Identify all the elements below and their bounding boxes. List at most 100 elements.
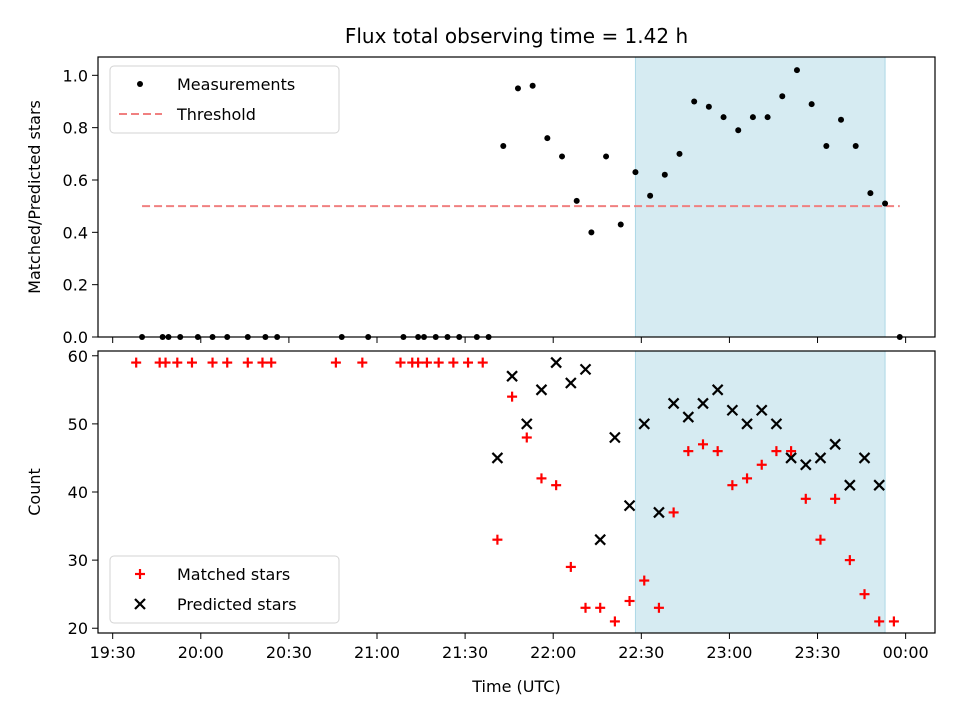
matched-star-marker [477, 357, 488, 368]
measurement-point [544, 135, 551, 142]
matched-star-marker [433, 357, 444, 368]
predicted-star-stroke [653, 506, 665, 519]
y-tick-label: 1.0 [63, 66, 88, 85]
predicted-star-stroke [814, 452, 827, 464]
predicted-star-marker [550, 356, 562, 369]
measurement-point [764, 114, 771, 121]
predicted-star-stroke [491, 452, 504, 464]
matched-star-marker [830, 493, 841, 504]
measurement-point [838, 116, 845, 123]
predicted-star-marker [594, 533, 606, 546]
y-axis-label: Matched/Predicted stars [25, 100, 44, 294]
predicted-star-stroke [726, 404, 739, 417]
measurement-point [514, 85, 521, 92]
matched-star-marker [697, 439, 708, 450]
measurement-point [749, 114, 756, 121]
predicted-star-stroke [770, 418, 783, 430]
x-tick-label: 23:30 [794, 643, 840, 662]
measurement-point [867, 190, 874, 197]
predicted-star-stroke [711, 384, 724, 396]
predicted-star-stroke [667, 397, 680, 410]
x-tick-label: 21:30 [442, 643, 488, 662]
predicted-star-stroke [506, 370, 518, 382]
matched-star-marker [160, 357, 171, 368]
legend-label: Measurements [177, 75, 295, 94]
predicted-star-stroke [638, 418, 651, 430]
matched-star-marker [683, 446, 694, 457]
matched-star-marker [266, 357, 277, 368]
measurement-point [647, 192, 654, 199]
y-tick-label: 0.8 [63, 119, 88, 138]
predicted-star-stroke [521, 418, 533, 430]
matched-star-marker [653, 602, 664, 613]
matched-star-marker [624, 595, 635, 606]
legend-label: Matched stars [177, 565, 290, 584]
predicted-star-marker [741, 418, 753, 430]
measurement-point [559, 153, 566, 160]
matched-star-marker [421, 357, 432, 368]
predicted-star-marker [623, 499, 636, 512]
legend-marker-predicted [134, 598, 146, 610]
measurement-point [852, 142, 859, 149]
predicted-star-marker [858, 452, 871, 464]
predicted-star-marker [755, 404, 768, 417]
predicted-star-marker [579, 363, 592, 376]
predicted-star-marker [667, 397, 680, 410]
x-tick-label: 19:30 [90, 643, 136, 662]
legend-marker-matched [135, 569, 145, 579]
measurement-point [500, 142, 507, 149]
y-tick-label: 30 [68, 551, 88, 570]
matched-star-marker [536, 473, 547, 484]
predicted-star-stroke [579, 363, 592, 376]
matched-star-marker [639, 575, 650, 586]
matched-star-marker [727, 480, 738, 491]
y-tick-label: 0.0 [63, 328, 88, 347]
predicted-star-marker [770, 418, 783, 430]
predicted-star-marker [638, 418, 651, 430]
predicted-star-stroke [755, 404, 768, 417]
matched-star-marker [742, 473, 753, 484]
measurement-point [676, 150, 683, 157]
predicted-star-marker [800, 458, 812, 471]
matched-star-marker [172, 357, 183, 368]
matched-star-marker [463, 357, 474, 368]
measurement-point [661, 171, 668, 178]
measurement-point [632, 169, 639, 176]
matched-star-marker [207, 357, 218, 368]
measurement-point [588, 229, 595, 236]
matched-star-marker [609, 616, 620, 627]
predicted-star-marker [653, 506, 665, 519]
matched-star-marker [786, 446, 797, 457]
legend-marker-stroke [134, 598, 146, 610]
x-tick-label: 20:30 [266, 643, 312, 662]
matched-star-marker [712, 446, 723, 457]
measurement-point [779, 93, 786, 100]
measurement-point [808, 101, 815, 108]
matched-star-marker [357, 357, 368, 368]
x-tick-label: 22:00 [530, 643, 576, 662]
matched-star-marker [771, 446, 782, 457]
measurement-point [735, 127, 742, 134]
matched-star-marker [551, 480, 562, 491]
matched-star-marker [257, 357, 268, 368]
predicted-star-marker [726, 404, 739, 417]
predicted-star-stroke [623, 499, 636, 512]
matched-star-marker [844, 555, 855, 566]
legend-box [109, 555, 340, 624]
measurement-point [705, 103, 712, 110]
y-tick-label: 60 [68, 347, 88, 366]
legend-label: Threshold [176, 105, 256, 124]
measurement-point [573, 197, 580, 204]
x-axis-label: Time (UTC) [471, 677, 560, 696]
matched-star-marker [756, 459, 767, 470]
matched-star-marker [580, 602, 591, 613]
observing-window-band [635, 57, 886, 337]
matched-star-marker [507, 391, 518, 402]
measurement-point [603, 153, 610, 160]
matched-star-marker [874, 616, 885, 627]
predicted-star-marker [785, 452, 797, 464]
predicted-star-stroke [609, 431, 621, 444]
matched-star-marker [413, 357, 424, 368]
predicted-star-stroke [697, 397, 709, 410]
